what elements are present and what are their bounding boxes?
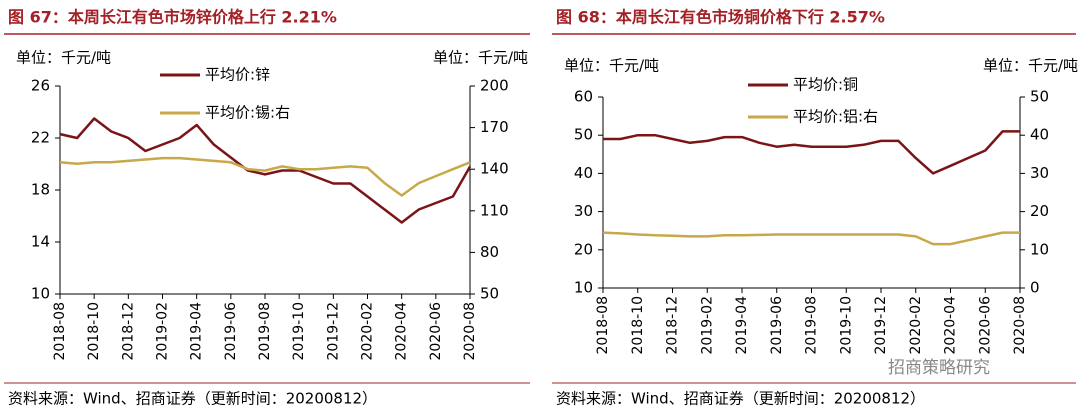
x-tick-label: 2018-08 (52, 302, 68, 361)
y2-tick-label: 30 (1030, 164, 1049, 182)
x-tick-label: 2019-10 (838, 296, 854, 355)
y-tick-label: 10 (574, 279, 593, 297)
y2-tick-label: 0 (1030, 279, 1040, 297)
y-tick-label: 40 (574, 164, 593, 182)
y2-tick-label: 110 (480, 201, 509, 219)
watermark: 招商策略研究 (888, 358, 990, 378)
y2-tick-label: 50 (480, 285, 499, 303)
source: 资料来源：Wind、招商证券（更新时间：20200812） (556, 390, 925, 408)
series-line (59, 156, 471, 197)
x-tick-label: 2019-12 (325, 302, 341, 361)
x-tick-label: 2019-10 (291, 302, 307, 361)
legend-label: 平均价:铜 (793, 76, 858, 94)
y2-tick-label: 140 (480, 160, 509, 178)
y2-tick-label: 80 (480, 243, 499, 261)
y-tick-label: 10 (31, 285, 50, 303)
unit-label: 单位：千元/吨 (16, 49, 111, 67)
x-tick-label: 2019-02 (699, 296, 715, 355)
x-tick-label: 2018-12 (120, 302, 136, 361)
y-tick-label: 60 (574, 88, 593, 106)
x-tick-label: 2018-10 (86, 302, 102, 361)
x-tick-label: 2019-08 (257, 302, 273, 361)
y2-tick-label: 170 (480, 118, 509, 136)
x-tick-label: 2019-04 (189, 302, 205, 361)
x-tick-label: 2018-12 (665, 296, 681, 355)
x-tick-label: 2020-02 (360, 302, 376, 361)
y-tick-label: 20 (574, 240, 593, 258)
source: 资料来源：Wind、招商证券（更新时间：20200812） (8, 390, 377, 408)
y2-tick-label: 10 (1030, 240, 1049, 258)
y-tick-label: 14 (31, 233, 50, 251)
y2-tick-label: 20 (1030, 202, 1049, 220)
series-line (603, 130, 1020, 175)
x-tick-label: 2020-04 (943, 296, 959, 355)
unit-label: 单位：千元/吨 (983, 57, 1078, 75)
unit-label: 单位：千元/吨 (564, 57, 659, 75)
legend-label: 平均价:铝:右 (793, 108, 878, 126)
chart-title: 图 67：本周长江有色市场锌价格上行 2.21% (8, 8, 337, 27)
x-tick-label: 2019-12 (873, 296, 889, 355)
y2-tick-label: 50 (1030, 88, 1049, 106)
x-tick-label: 2020-08 (462, 302, 478, 361)
legend-label: 平均价:锌 (205, 66, 270, 84)
series-line (602, 231, 1020, 246)
x-tick-label: 2019-02 (155, 302, 171, 361)
y-tick-label: 18 (31, 181, 50, 199)
x-tick-label: 2019-08 (804, 296, 820, 355)
x-tick-label: 2020-04 (394, 302, 410, 361)
x-tick-label: 2019-04 (734, 296, 750, 355)
unit-label: 单位：千元/吨 (433, 49, 528, 67)
series-line (59, 117, 472, 224)
y-tick-label: 50 (574, 126, 593, 144)
y-tick-label: 30 (574, 202, 593, 220)
x-tick-label: 2020-02 (908, 296, 924, 355)
y-tick-label: 22 (31, 129, 50, 147)
legend-label: 平均价:锡:右 (205, 104, 290, 122)
x-tick-label: 2018-08 (595, 296, 611, 355)
x-tick-label: 2018-10 (630, 296, 646, 355)
y2-tick-label: 40 (1030, 126, 1049, 144)
x-tick-label: 2019-06 (769, 296, 785, 355)
x-tick-label: 2020-06 (428, 302, 444, 361)
chart-title: 图 68：本周长江有色市场铜价格下行 2.57% (556, 8, 885, 27)
x-tick-label: 2020-08 (1012, 296, 1028, 355)
x-tick-label: 2020-06 (977, 296, 993, 355)
x-tick-label: 2019-06 (223, 302, 239, 361)
y-tick-label: 26 (31, 77, 50, 95)
y2-tick-label: 200 (480, 77, 509, 95)
